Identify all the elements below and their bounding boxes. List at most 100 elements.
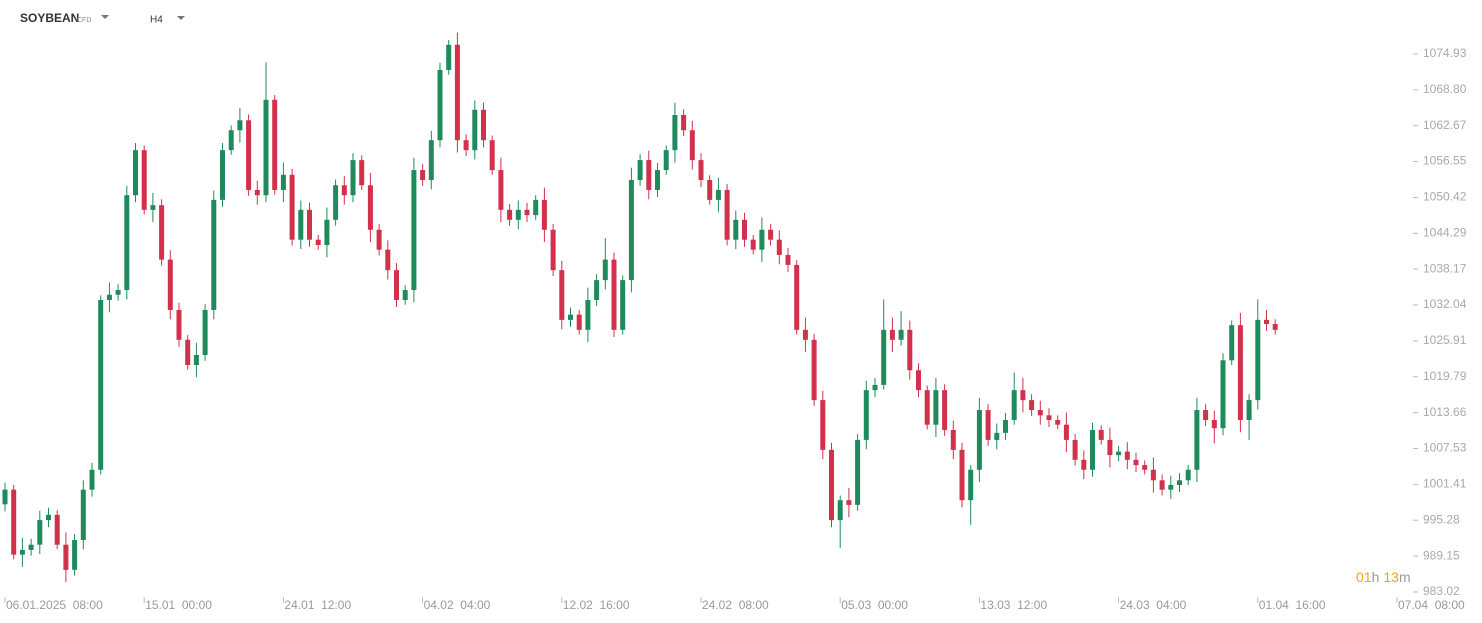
candle-body xyxy=(472,109,478,151)
x-tick-label: 13.03 12:00 xyxy=(980,598,1047,612)
candle-body xyxy=(2,489,8,505)
y-tick-label: 1001.41 xyxy=(1423,477,1467,491)
candle-body xyxy=(646,160,652,190)
y-tick-label: 989.15 xyxy=(1423,548,1460,562)
candle-body xyxy=(1116,451,1122,456)
candle-body xyxy=(141,150,147,210)
candle-body xyxy=(411,170,417,291)
candle-body xyxy=(611,259,617,330)
candle-body xyxy=(1133,459,1139,466)
candle-body xyxy=(333,185,339,220)
candle-body xyxy=(637,160,643,180)
y-tick-label: 995.28 xyxy=(1423,512,1460,526)
candle-body xyxy=(211,199,217,310)
candle-body xyxy=(28,544,34,550)
candle-body xyxy=(1107,439,1113,456)
candle-body xyxy=(437,69,443,141)
y-tick-label: 983.02 xyxy=(1423,584,1460,598)
candle-body xyxy=(985,410,991,440)
timeframe[interactable]: H4 xyxy=(150,15,163,26)
x-tick-label: 12.02 16:00 xyxy=(563,598,630,612)
y-tick-label: 1007.53 xyxy=(1423,441,1467,455)
candle-body xyxy=(1029,400,1035,411)
candle-body xyxy=(1011,390,1017,420)
candle-body xyxy=(1220,360,1226,429)
candle-body xyxy=(689,130,695,161)
candle-body xyxy=(1037,410,1043,416)
candle-body xyxy=(159,205,165,260)
candle-body xyxy=(246,120,252,190)
candle-body xyxy=(663,150,669,171)
candle-body xyxy=(846,500,852,505)
timeframe-caret[interactable] xyxy=(177,16,185,20)
candle-body xyxy=(359,160,365,186)
candle-body xyxy=(80,489,86,540)
candle-body xyxy=(106,294,112,300)
candle-body xyxy=(428,140,434,180)
candle-body xyxy=(715,189,721,200)
candle-body xyxy=(620,280,626,330)
countdown: 01h 13m xyxy=(1356,569,1411,585)
candle-body xyxy=(602,259,608,281)
x-tick-label: 24.01 12:00 xyxy=(284,598,351,612)
candle-body xyxy=(1124,451,1130,460)
y-tick-label: 1032.04 xyxy=(1423,297,1467,311)
candle-body xyxy=(185,339,191,365)
candle-body xyxy=(307,209,312,240)
candle-body xyxy=(742,219,747,240)
y-tick-label: 1056.55 xyxy=(1423,154,1467,168)
candle-body xyxy=(524,209,530,216)
candle-body xyxy=(1177,480,1182,485)
candle-body xyxy=(402,290,408,300)
candle-body xyxy=(837,500,843,521)
candle-body xyxy=(1211,420,1217,429)
x-tick-label: 01.04 16:00 xyxy=(1259,598,1326,612)
candle-body xyxy=(124,195,130,291)
candle-body xyxy=(1003,420,1008,433)
candle-body xyxy=(63,544,69,570)
candle-body xyxy=(202,309,208,356)
candle-body xyxy=(976,410,982,470)
candle-body xyxy=(724,189,730,240)
candle-body xyxy=(280,174,286,190)
candle-body xyxy=(394,270,399,300)
candle-body xyxy=(133,150,138,196)
candle-body xyxy=(568,314,573,320)
candle-body xyxy=(994,432,1000,440)
candle-body xyxy=(1098,429,1104,440)
candle-body xyxy=(785,254,791,265)
countdown-unit: m xyxy=(1399,569,1411,585)
candle-body xyxy=(681,115,687,131)
candle-body xyxy=(776,239,782,255)
candle-body xyxy=(507,209,513,220)
candle-body xyxy=(89,469,95,490)
symbol-caret[interactable] xyxy=(101,15,109,19)
candle-body xyxy=(655,170,660,190)
candle-body xyxy=(550,229,556,271)
candle-body xyxy=(150,205,156,210)
candle-body xyxy=(263,99,269,196)
candle-body xyxy=(37,520,43,545)
candle-body xyxy=(1229,325,1235,361)
candle-body xyxy=(820,400,826,450)
candle-body xyxy=(1072,439,1078,460)
candle-body xyxy=(855,439,861,505)
y-tick-label: 1074.93 xyxy=(1423,46,1467,60)
y-tick-label: 1044.29 xyxy=(1423,225,1467,239)
candle-body xyxy=(924,390,930,425)
candle-body xyxy=(454,44,460,141)
candle-body xyxy=(768,229,774,240)
candle-body xyxy=(881,329,887,385)
candle-body xyxy=(341,185,347,196)
candle-body xyxy=(750,239,756,250)
candle-body xyxy=(942,390,948,430)
candle-body xyxy=(350,160,356,196)
symbol[interactable]: SOYBEAN xyxy=(20,11,79,25)
candle-body xyxy=(898,329,904,340)
x-tick-label: 24.03 04:00 xyxy=(1120,598,1187,612)
candle-body xyxy=(420,170,426,180)
candle-body xyxy=(829,449,834,521)
candle-body xyxy=(367,185,373,230)
x-tick-label: 05.03 00:00 xyxy=(841,598,908,612)
candle-body xyxy=(1063,424,1069,440)
